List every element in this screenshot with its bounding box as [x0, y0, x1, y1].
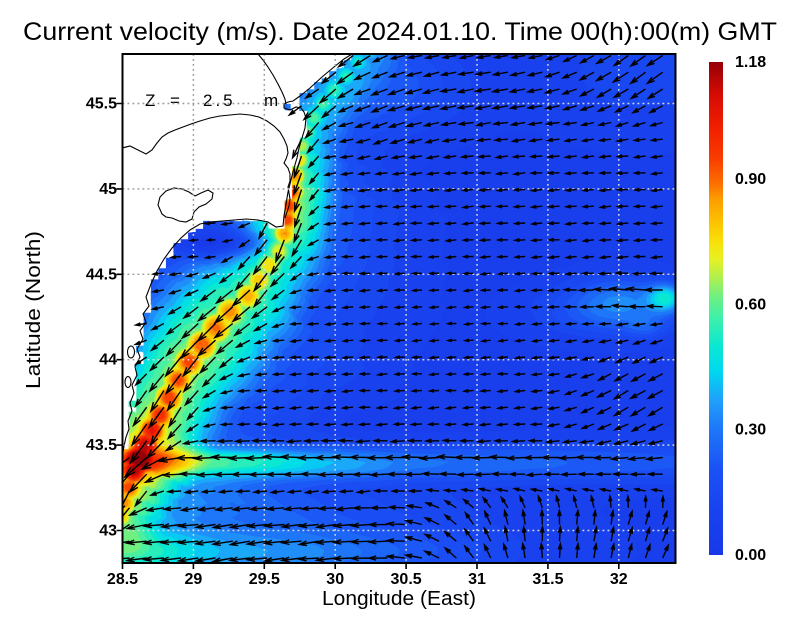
svg-text:29: 29 — [185, 571, 203, 588]
svg-text:44: 44 — [99, 352, 117, 369]
svg-text:28.5: 28.5 — [107, 571, 138, 588]
svg-text:m: m — [264, 91, 278, 110]
svg-text:0.60: 0.60 — [735, 296, 766, 313]
svg-text:43.5: 43.5 — [86, 437, 117, 454]
svg-text:30.5: 30.5 — [391, 571, 422, 588]
svg-text:30: 30 — [326, 571, 344, 588]
svg-text:Z: Z — [145, 91, 155, 110]
svg-text:1.18: 1.18 — [735, 54, 766, 71]
svg-text:0.00: 0.00 — [735, 547, 766, 564]
svg-text:0.30: 0.30 — [735, 422, 766, 439]
svg-text:Current velocity (m/s). Date 2: Current velocity (m/s). Date 2024.01.10.… — [23, 18, 777, 46]
svg-text:44.5: 44.5 — [86, 266, 117, 283]
svg-text:31: 31 — [468, 571, 486, 588]
svg-text:0.90: 0.90 — [735, 171, 766, 188]
svg-text:=: = — [170, 91, 180, 110]
svg-text:32: 32 — [610, 571, 628, 588]
svg-text:29.5: 29.5 — [249, 571, 280, 588]
svg-text:Latitude (North): Latitude (North) — [23, 231, 45, 389]
svg-text:31.5: 31.5 — [532, 571, 563, 588]
svg-text:Longitude (East): Longitude (East) — [322, 588, 476, 610]
svg-text:45: 45 — [99, 181, 117, 198]
svg-text:43: 43 — [99, 523, 117, 540]
svg-text:2.5: 2.5 — [203, 91, 236, 110]
svg-text:45.5: 45.5 — [86, 96, 117, 113]
